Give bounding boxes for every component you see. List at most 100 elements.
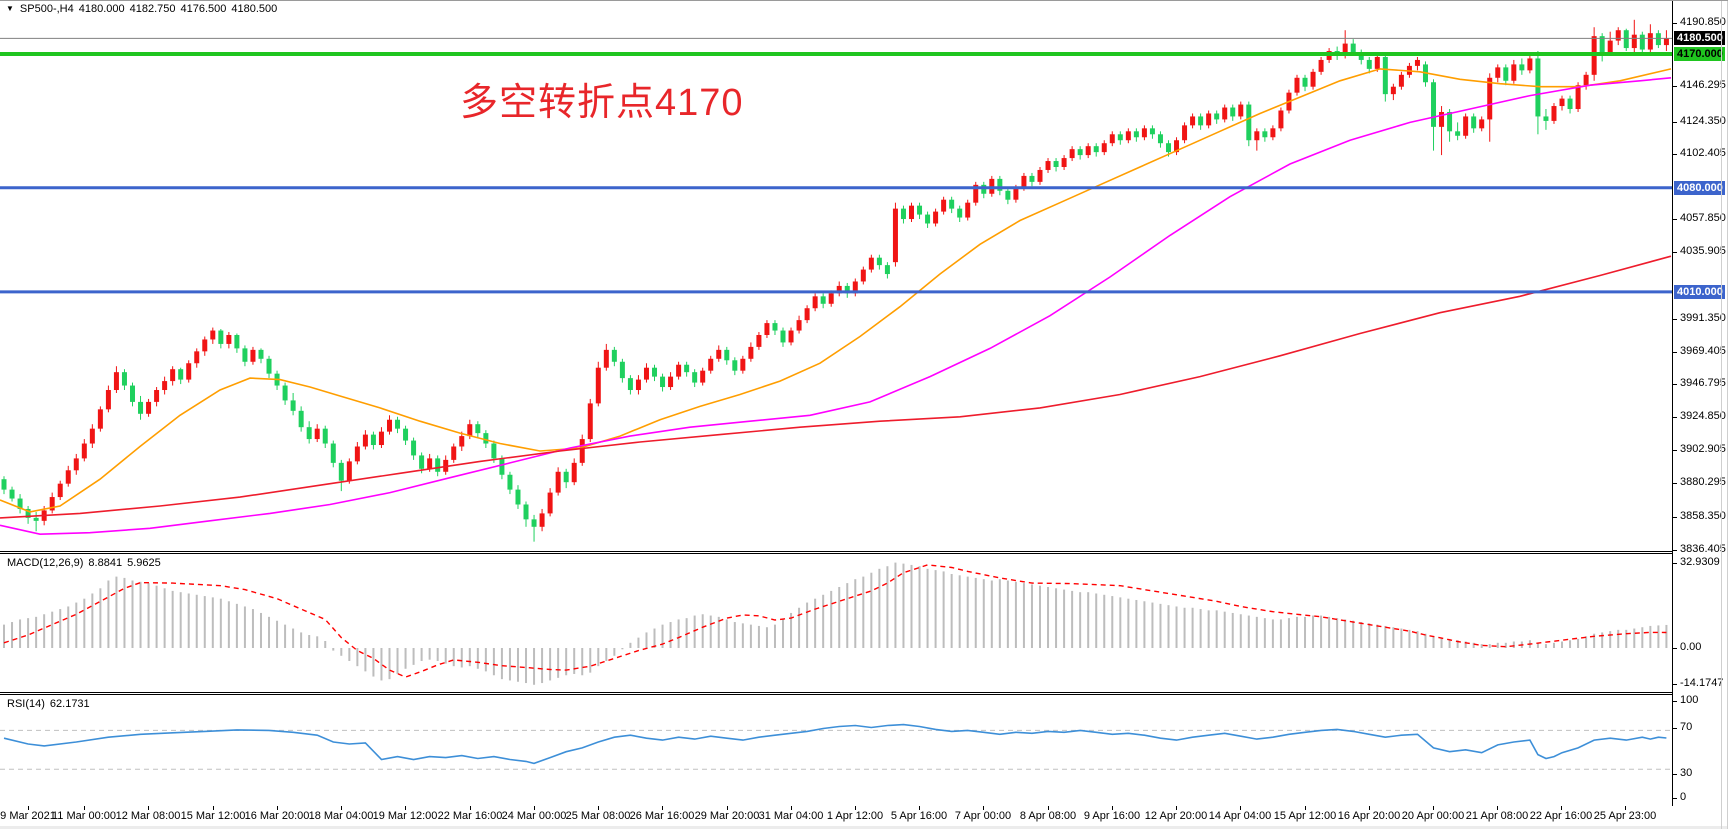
time-tick [1369, 806, 1370, 810]
macd-tick-label-tick [1672, 684, 1677, 685]
time-tick [405, 806, 406, 810]
rsi-name: RSI(14) [7, 698, 45, 710]
macd-histogram [3, 562, 1668, 685]
price-tick-label: 4057.850 [1680, 212, 1726, 224]
chart-text-annotation[interactable]: 多空转折点4170 [460, 82, 744, 124]
price-tick-label-tick [1672, 122, 1677, 123]
price-tick-label: 4035.905 [1680, 245, 1726, 257]
time-tick [277, 806, 278, 810]
price-axis-border [1672, 0, 1673, 806]
time-label: 19 Mar 12:00 [372, 810, 438, 822]
window-right-border [1721, 0, 1722, 829]
macd-tick-label-tick [1672, 648, 1677, 649]
time-tick [919, 806, 920, 810]
symbol-label: SP500-,H4 [19, 3, 74, 15]
price-tick-label: 3858.350 [1680, 510, 1726, 522]
time-tick [855, 806, 856, 810]
time-label: 11 Mar 00:00 [51, 810, 117, 822]
rsi-tick-label: 100 [1680, 694, 1699, 706]
macd-label: MACD(12,26,9) 8.8841 5.9625 [7, 557, 161, 569]
price-tick-label: 3902.905 [1680, 443, 1726, 455]
rsi-panel-canvas[interactable] [0, 695, 1672, 806]
price-tick-label-tick [1672, 483, 1677, 484]
price-tick-label-tick [1672, 86, 1677, 87]
time-tick [28, 806, 29, 810]
price-axis[interactable]: 4190.850 4146.295 4124.350 4102.405 4057.850… [1672, 0, 1728, 829]
price-panel-canvas[interactable] [0, 0, 1672, 551]
price-tick-label-tick [1672, 23, 1677, 24]
rsi-tick-label-tick [1672, 774, 1677, 775]
time-label: 22 Apr 16:00 [1529, 810, 1593, 822]
price-tick-label-tick [1672, 450, 1677, 451]
time-axis[interactable]: 9 Mar 2021 11 Mar 00:00 12 Mar 08:00 15 Mar… [0, 806, 1672, 829]
time-tick [1048, 806, 1049, 810]
price-tick-label-tick [1672, 550, 1677, 551]
price-tick-label: 4102.405 [1680, 147, 1726, 159]
macd-tick-label: -14.1747 [1680, 677, 1724, 689]
time-label: 5 Apr 16:00 [890, 810, 948, 822]
rsi-tick-label-tick [1672, 701, 1677, 702]
price-tick-label-tick [1672, 384, 1677, 385]
ohlc-low: 4176.500 [180, 3, 227, 15]
price-tick-label-tick [1672, 352, 1677, 353]
ohlc-open: 4180.000 [78, 3, 125, 15]
macd-signal-line[interactable] [3, 564, 1667, 678]
time-tick [662, 806, 663, 810]
level-4170-price-tag: 4170.000 [1674, 46, 1725, 61]
price-tick-label-tick [1672, 417, 1677, 418]
time-tick [213, 806, 214, 810]
price-tick-label: 3991.350 [1680, 312, 1726, 324]
ma-mid[interactable] [0, 77, 1672, 536]
macd-name: MACD(12,26,9) [7, 557, 84, 569]
time-label: 16 Apr 20:00 [1337, 810, 1401, 822]
time-tick [341, 806, 342, 810]
panel-separator[interactable] [0, 692, 1672, 693]
time-tick [598, 806, 599, 810]
time-label: 24 Mar 00:00 [501, 810, 567, 822]
ohlc-high: 4182.750 [129, 3, 176, 15]
time-label: 18 Mar 04:00 [308, 810, 374, 822]
macd-signal-value: 5.9625 [127, 557, 161, 569]
rsi-value: 62.1731 [49, 698, 90, 710]
macd-main-value: 8.8841 [88, 557, 123, 569]
time-label: 20 Apr 00:00 [1401, 810, 1465, 822]
time-label: 15 Mar 12:00 [180, 810, 246, 822]
macd-tick-label: 32.9309 [1680, 556, 1720, 568]
time-label: 22 Mar 16:00 [437, 810, 503, 822]
time-tick [1240, 806, 1241, 810]
time-label: 7 Apr 00:00 [954, 810, 1012, 822]
time-label: 25 Apr 23:00 [1593, 810, 1657, 822]
price-tick-label: 4124.350 [1680, 115, 1726, 127]
time-label: 8 Apr 08:00 [1019, 810, 1077, 822]
price-tick-label-tick [1672, 154, 1677, 155]
time-tick [791, 806, 792, 810]
rsi-tick-label-tick [1672, 798, 1677, 799]
price-tick-label: 4190.850 [1680, 16, 1726, 28]
rsi-tick-label: 0 [1680, 791, 1687, 803]
time-label: 15 Apr 12:00 [1273, 810, 1337, 822]
time-label: 25 Mar 08:00 [565, 810, 631, 822]
ma-fast[interactable] [0, 68, 1672, 513]
time-tick [1497, 806, 1498, 810]
macd-panel-canvas[interactable] [0, 554, 1672, 692]
level-4010-price-tag: 4010.000 [1674, 284, 1725, 299]
time-label: 12 Mar 08:00 [115, 810, 181, 822]
time-tick [1176, 806, 1177, 810]
panel-separator[interactable] [0, 553, 1672, 554]
ma-slow[interactable] [0, 255, 1672, 519]
time-label: 12 Apr 20:00 [1144, 810, 1208, 822]
chevron-down-icon[interactable]: ▼ [6, 4, 14, 13]
rsi-line[interactable] [3, 723, 1667, 765]
time-label: 1 Apr 12:00 [826, 810, 884, 822]
price-tick-label-tick [1672, 219, 1677, 220]
panel-separator[interactable] [0, 551, 1672, 552]
panel-separator[interactable] [0, 694, 1672, 695]
time-tick [1625, 806, 1626, 810]
price-tick-label: 3924.850 [1680, 410, 1726, 422]
price-tick-label: 3946.795 [1680, 377, 1726, 389]
time-tick [727, 806, 728, 810]
ohlc-close: 4180.500 [231, 3, 278, 15]
time-label: 9 Mar 2021 [0, 810, 56, 822]
price-tick-label-tick [1672, 319, 1677, 320]
